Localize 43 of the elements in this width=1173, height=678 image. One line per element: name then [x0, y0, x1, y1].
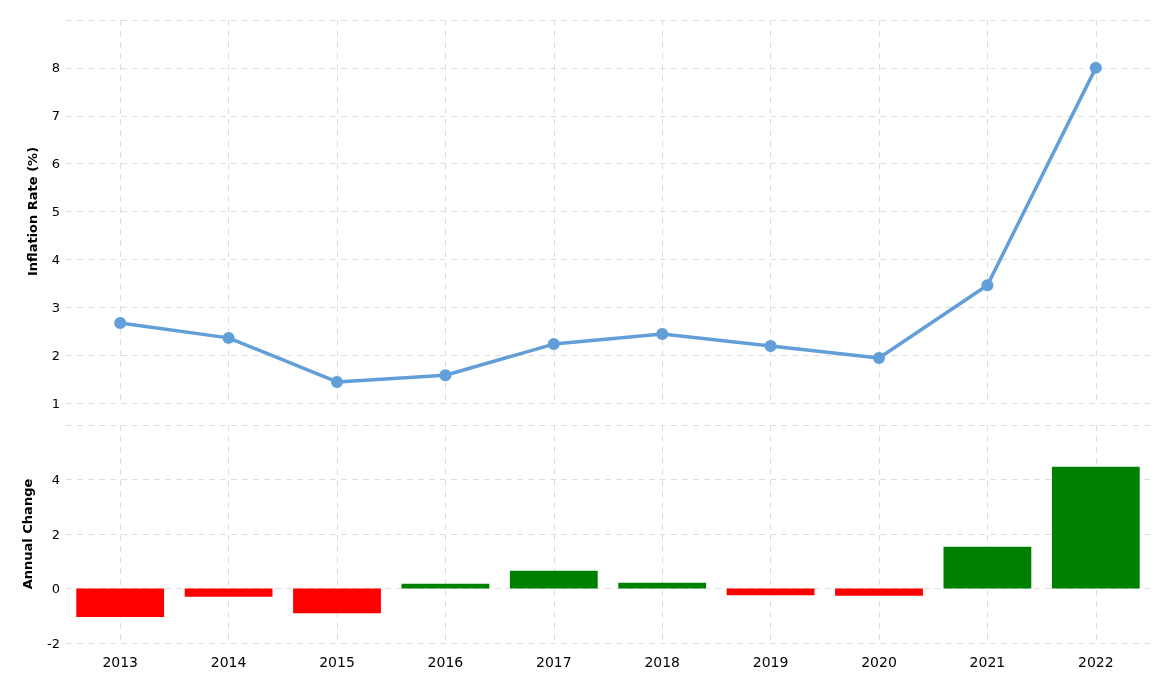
- x-tick-label: 2021: [969, 654, 1006, 670]
- y-tick-label: 2: [51, 347, 60, 363]
- y-tick-label: 2: [51, 526, 60, 542]
- x-tick-label: 2014: [210, 654, 247, 670]
- bar: [943, 546, 1032, 589]
- x-tick-label: 2022: [1077, 654, 1114, 670]
- point: [439, 369, 452, 382]
- point: [1089, 61, 1102, 74]
- bar: [1051, 466, 1140, 589]
- point: [547, 338, 560, 351]
- point: [873, 352, 885, 364]
- point: [981, 279, 994, 292]
- y-axis-title: Inflation Rate (%): [24, 146, 40, 277]
- point: [331, 375, 343, 388]
- bar: [76, 588, 165, 618]
- y-tick-label: 6: [51, 156, 60, 172]
- y-tick-label: -2: [47, 635, 60, 651]
- point: [656, 328, 669, 341]
- bar: [401, 583, 490, 589]
- y-tick-label: 0: [51, 581, 60, 596]
- y-axis-title: Annual Change: [20, 478, 36, 590]
- x-tick-label: 2019: [752, 654, 789, 670]
- x-tick-label: 2015: [319, 654, 355, 670]
- point: [114, 317, 127, 330]
- x-tick-label: 2017: [535, 654, 572, 670]
- x-tick-label: 2016: [427, 654, 464, 670]
- y-tick-label: 5: [51, 204, 60, 219]
- point: [764, 340, 777, 353]
- y-tick-label: 7: [51, 108, 60, 124]
- x-tick-label: 2013: [102, 654, 139, 670]
- y-tick-label: 3: [51, 299, 60, 315]
- x-tick-label: 2020: [861, 654, 897, 670]
- bar: [509, 570, 598, 589]
- bar: [184, 588, 273, 597]
- x-tick-label: 2018: [644, 654, 681, 670]
- y-tick-label: 4: [51, 472, 60, 487]
- bar: [618, 582, 707, 589]
- y-tick-label: 1: [51, 395, 60, 411]
- bar: [835, 588, 923, 596]
- bar: [293, 588, 381, 614]
- y-tick-label: 4: [51, 251, 60, 267]
- point: [222, 331, 235, 344]
- y-tick-label: 8: [51, 60, 60, 76]
